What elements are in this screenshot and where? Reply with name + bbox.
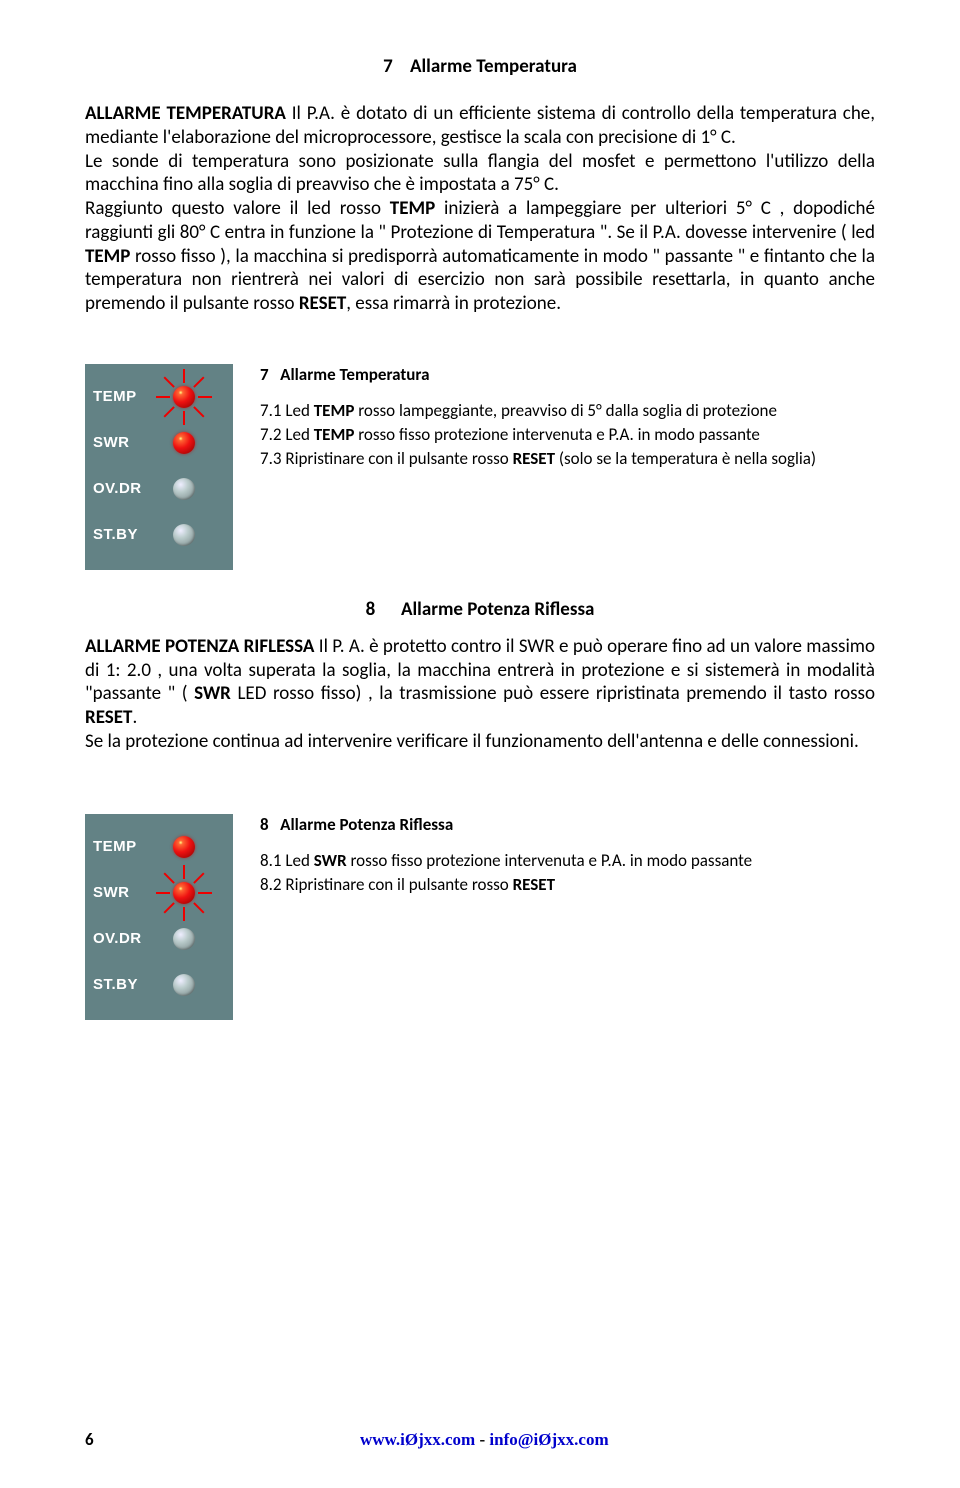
- led-row: OV.DR: [85, 916, 233, 962]
- s7-list-title: Allarme Temperatura: [280, 364, 429, 385]
- s7-i3b: RESET: [513, 448, 555, 469]
- section-7-number: 7: [383, 55, 393, 78]
- s7-list-num: 7: [260, 364, 269, 385]
- section-8-title-text: Allarme Potenza Riflessa: [401, 598, 594, 621]
- led-row: ST.BY: [85, 512, 233, 558]
- led-row: ST.BY: [85, 962, 233, 1008]
- section-8-body: ALLARME POTENZA RIFLESSA Il P. A. è prot…: [85, 635, 875, 754]
- led-row: TEMP: [85, 824, 233, 870]
- para3-a: Raggiunto questo valore il led rosso: [85, 197, 390, 220]
- led-label: SWR: [93, 884, 155, 901]
- page-number: 6: [85, 1429, 94, 1450]
- section-7-title-text: Allarme Temperatura: [410, 55, 577, 78]
- section-7-title: 7 Allarme Temperatura: [85, 55, 875, 78]
- s8-p2: Se la protezione continua ad intervenire…: [85, 730, 859, 753]
- s7-i1b: TEMP: [314, 400, 355, 421]
- para3-b: TEMP: [390, 197, 435, 220]
- s8-list-title: Allarme Potenza Riflessa: [280, 814, 453, 835]
- section-8-panel-row: TEMP SWR OV.DR ST.BY 8 Allarme Potenza R…: [85, 814, 875, 1020]
- page-footer: 6 www.iØjxx.com - info@iØjxx.com: [85, 1429, 875, 1450]
- para3-g: , essa rimarrà in protezione.: [346, 292, 561, 315]
- s7-i3c: (solo se la temperatura è nella soglia): [555, 448, 816, 469]
- s8-p1e: RESET: [85, 706, 132, 729]
- led-label: OV.DR: [93, 930, 155, 947]
- led-label: TEMP: [93, 388, 155, 405]
- s8-p1a: ALLARME POTENZA RIFLESSA: [85, 635, 314, 658]
- s8-i2a: 8.2 Ripristinare con il pulsante rosso: [260, 874, 513, 895]
- s7-i2b: TEMP: [314, 424, 355, 445]
- section-8-title: 8 Allarme Potenza Riflessa: [85, 598, 875, 621]
- s8-p1d: LED rosso fisso) , la trasmissione può e…: [231, 682, 875, 705]
- led-indicator: [173, 524, 195, 546]
- s7-i2c: rosso fisso protezione intervenuta e P.A…: [354, 424, 759, 445]
- s8-p1c: SWR: [194, 682, 231, 705]
- led-row: OV.DR: [85, 466, 233, 512]
- s8-i1c: rosso fisso protezione intervenuta e P.A…: [347, 850, 752, 871]
- led-label: ST.BY: [93, 526, 155, 543]
- led-indicator: [173, 928, 195, 950]
- s8-i1a: 8.1 Led: [260, 850, 314, 871]
- led-indicator: [173, 974, 195, 996]
- led-row: SWR: [85, 870, 233, 916]
- s7-i1c: rosso lampeggiante, preavviso di 5° dall…: [354, 400, 777, 421]
- para3-f: RESET: [299, 292, 346, 315]
- led-row: TEMP: [85, 374, 233, 420]
- s8-i2b: RESET: [513, 874, 555, 895]
- section-7-panel-row: TEMP SWR OV.DR ST.BY 7 Allarme Temperatu…: [85, 364, 875, 570]
- led-indicator: [173, 836, 195, 858]
- footer-mail: info@iØjxx.com: [489, 1430, 608, 1449]
- s8-list-num: 8: [260, 814, 269, 835]
- led-label: OV.DR: [93, 480, 155, 497]
- s8-i1b: SWR: [314, 850, 347, 871]
- led-panel-1: TEMP SWR OV.DR ST.BY: [85, 364, 235, 570]
- led-indicator: [173, 432, 195, 454]
- s8-p1f: .: [132, 706, 137, 729]
- para1-lead: ALLARME TEMPERATURA: [85, 102, 286, 125]
- footer-sep: -: [475, 1430, 489, 1449]
- s7-i1a: 7.1 Led: [260, 400, 314, 421]
- led-label: SWR: [93, 434, 155, 451]
- section-7-body: ALLARME TEMPERATURA Il P.A. è dotato di …: [85, 102, 875, 316]
- section-8-list: 8 Allarme Potenza Riflessa 8.1 Led SWR r…: [260, 814, 875, 898]
- footer-site: www.iØjxx.com: [360, 1430, 475, 1449]
- led-label: ST.BY: [93, 976, 155, 993]
- s7-i2a: 7.2 Led: [260, 424, 314, 445]
- led-panel-2: TEMP SWR OV.DR ST.BY: [85, 814, 235, 1020]
- led-row: SWR: [85, 420, 233, 466]
- led-label: TEMP: [93, 838, 155, 855]
- footer-center: www.iØjxx.com - info@iØjxx.com: [94, 1430, 875, 1450]
- led-indicator: [173, 386, 195, 408]
- section-8-number: 8: [366, 598, 376, 621]
- led-indicator: [173, 478, 195, 500]
- section-7-list: 7 Allarme Temperatura 7.1 Led TEMP rosso…: [260, 364, 875, 472]
- para3-d: TEMP: [85, 245, 130, 268]
- s7-i3a: 7.3 Ripristinare con il pulsante rosso: [260, 448, 513, 469]
- para2-text: Le sonde di temperatura sono posizionate…: [85, 150, 875, 197]
- led-indicator: [173, 882, 195, 904]
